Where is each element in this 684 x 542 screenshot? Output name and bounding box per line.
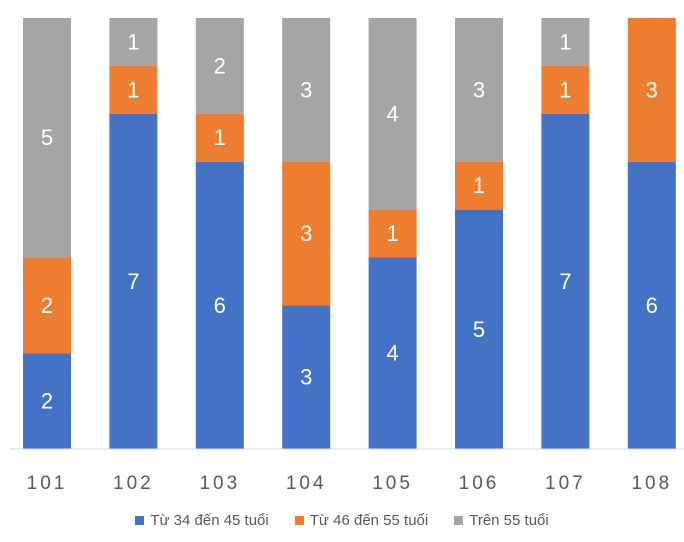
data-label-108-series-1: 6 (646, 293, 658, 318)
data-label-105-series-3: 4 (386, 101, 398, 126)
data-label-101-series-1: 2 (41, 389, 53, 414)
legend-swatch-1 (135, 516, 145, 525)
x-tick-label-108: 108 (631, 473, 672, 494)
bar-segment-101-series-2 (23, 257, 71, 354)
bar-segment-105-series-3 (368, 18, 417, 210)
bar-segment-104-series-1 (282, 305, 331, 449)
data-label-104-series-1: 3 (300, 365, 312, 390)
bar-segment-108-series-1 (627, 161, 676, 449)
data-label-105-series-1: 4 (386, 341, 398, 366)
bar-segment-104-series-2 (282, 161, 331, 306)
data-label-104-series-3: 3 (300, 77, 312, 102)
data-label-101-series-3: 5 (41, 125, 53, 150)
x-tick-label-105: 105 (372, 473, 413, 494)
legend-swatch-3 (454, 516, 464, 525)
bar-segment-104-series-3 (282, 18, 331, 162)
legend-item-1: Từ 34 đến 45 tuổi (135, 512, 269, 529)
bar-segment-102-series-2 (109, 65, 158, 114)
x-tick-label-103: 103 (199, 473, 240, 494)
x-tick-label-104: 104 (286, 473, 327, 494)
bar-segment-107-series-3 (541, 18, 590, 66)
data-label-106-series-3: 3 (473, 77, 485, 102)
bar-segment-106-series-1 (455, 209, 503, 449)
data-label-101-series-2: 2 (41, 293, 53, 318)
data-label-107-series-3: 1 (559, 29, 571, 54)
data-label-102-series-3: 1 (127, 29, 139, 54)
legend-swatch-2 (294, 516, 304, 525)
legend-item-3: Trên 55 tuổi (454, 512, 549, 529)
bar-segment-103-series-3 (195, 18, 244, 114)
bar-segment-101-series-1 (23, 353, 71, 449)
data-label-102-series-1: 7 (127, 269, 139, 294)
data-label-107-series-1: 7 (559, 269, 571, 294)
x-tick-label-106: 106 (459, 473, 500, 494)
data-label-106-series-2: 1 (473, 173, 485, 198)
bar-segment-101-series-3 (23, 18, 71, 258)
legend-label-1: Từ 34 đến 45 tuổi (150, 512, 269, 529)
data-label-104-series-2: 3 (300, 221, 312, 246)
data-label-103-series-3: 2 (214, 53, 226, 78)
bar-segment-106-series-3 (455, 18, 503, 162)
bar-segment-107-series-2 (541, 65, 590, 114)
bar-segment-107-series-1 (541, 113, 590, 450)
data-label-107-series-2: 1 (559, 77, 571, 102)
x-tick-label-102: 102 (113, 473, 154, 494)
bar-segment-108-series-2 (627, 18, 676, 162)
x-tick-label-107: 107 (545, 473, 586, 494)
legend-item-2: Từ 46 đến 55 tuổi (294, 512, 429, 529)
bar-segment-103-series-1 (195, 161, 244, 449)
legend-label-2: Từ 46 đến 55 tuổi (309, 512, 429, 529)
x-tick-label-101: 101 (27, 473, 68, 494)
bar-segment-102-series-3 (109, 18, 158, 66)
bar-segment-106-series-2 (455, 161, 503, 210)
data-label-108-series-2: 3 (646, 77, 658, 102)
bar-segment-105-series-1 (368, 257, 417, 449)
data-label-102-series-2: 1 (127, 77, 139, 102)
data-label-105-series-2: 1 (386, 221, 398, 246)
bar-segment-102-series-1 (109, 113, 158, 450)
bar-segment-105-series-2 (368, 209, 417, 258)
data-label-103-series-1: 6 (214, 293, 226, 318)
legend: Từ 34 đến 45 tuổi Từ 46 đến 55 tuổi Trên 5… (0, 512, 684, 529)
x-tick-labels: 101 102 103 104 105 106 107 108 (27, 473, 672, 494)
data-label-106-series-1: 5 (473, 317, 485, 342)
legend-label-3: Trên 55 tuổi (469, 512, 549, 529)
bar-segment-103-series-2 (195, 113, 244, 162)
data-label-103-series-2: 1 (214, 125, 226, 150)
